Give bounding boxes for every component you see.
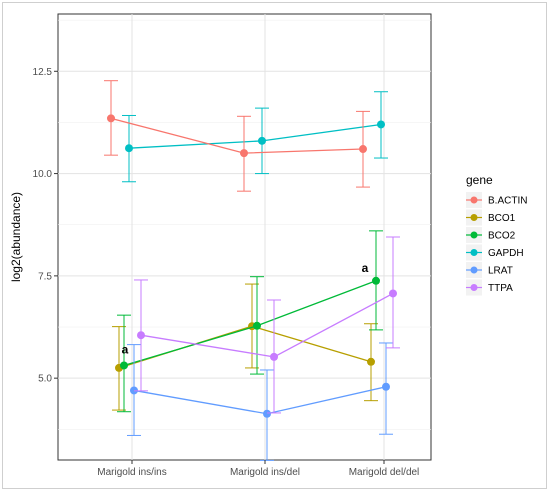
x-tick-label: Marigold ins/del	[230, 467, 300, 478]
legend-label: B.ACTIN	[488, 196, 527, 207]
legend-key-dot	[470, 214, 478, 221]
y-axis-title: log2(abundance)	[9, 192, 23, 282]
series-lrat	[127, 342, 393, 461]
data-point	[389, 289, 397, 298]
legend-label: GAPDH	[488, 248, 524, 259]
data-point	[240, 149, 248, 158]
legend-item: BCO2	[466, 227, 516, 243]
y-tick-label: 10.0	[33, 169, 53, 180]
plot-panel	[57, 13, 432, 461]
data-point	[107, 114, 115, 123]
y-tick-label: 5.0	[38, 374, 52, 385]
data-point	[125, 144, 133, 153]
data-point	[270, 352, 278, 361]
annotation-label: a	[122, 343, 129, 357]
series-gapdh	[122, 91, 388, 183]
legend-key-dot	[470, 266, 478, 274]
data-point	[263, 409, 271, 418]
data-point	[359, 145, 367, 154]
data-point	[120, 361, 128, 370]
legend-item: TTPA	[466, 279, 513, 296]
legend-key-dot	[470, 249, 478, 256]
data-point	[372, 276, 380, 285]
series-bco2	[117, 230, 383, 413]
y-tick-label: 7.5	[38, 271, 52, 282]
series-layer: aa	[104, 80, 400, 461]
y-tick-label: 12.5	[33, 67, 53, 78]
legend-key-dot	[470, 284, 478, 291]
legend-item: LRAT	[466, 262, 513, 278]
legend-label: BCO2	[488, 231, 516, 242]
x-tick-label: Marigold del/del	[349, 467, 420, 478]
annotation-label: a	[362, 261, 369, 275]
series-b-actin	[104, 80, 370, 192]
legend-item: B.ACTIN	[466, 192, 527, 208]
data-point	[377, 120, 385, 129]
legend-key-dot	[470, 231, 478, 239]
legend-label: TTPA	[488, 283, 513, 294]
legend: gene B.ACTIN BCO1 BCO2 GAPDH LRAT TTPA	[466, 173, 527, 296]
data-point	[137, 331, 145, 340]
axes-layer: 5.0 7.5 10.0 12.5 Marigold ins/ins Marigold i…	[33, 67, 420, 478]
data-point	[253, 321, 261, 330]
legend-title: gene	[466, 173, 493, 187]
legend-label: BCO1	[488, 213, 516, 224]
data-point	[382, 382, 390, 391]
data-point	[367, 357, 375, 366]
data-point	[258, 136, 266, 145]
legend-item: BCO1	[466, 209, 516, 226]
series-ttpa	[134, 236, 400, 414]
x-tick-label: Marigold ins/ins	[97, 467, 166, 478]
legend-item: GAPDH	[466, 244, 524, 261]
legend-key-dot	[470, 196, 478, 204]
legend-label: LRAT	[488, 266, 513, 277]
